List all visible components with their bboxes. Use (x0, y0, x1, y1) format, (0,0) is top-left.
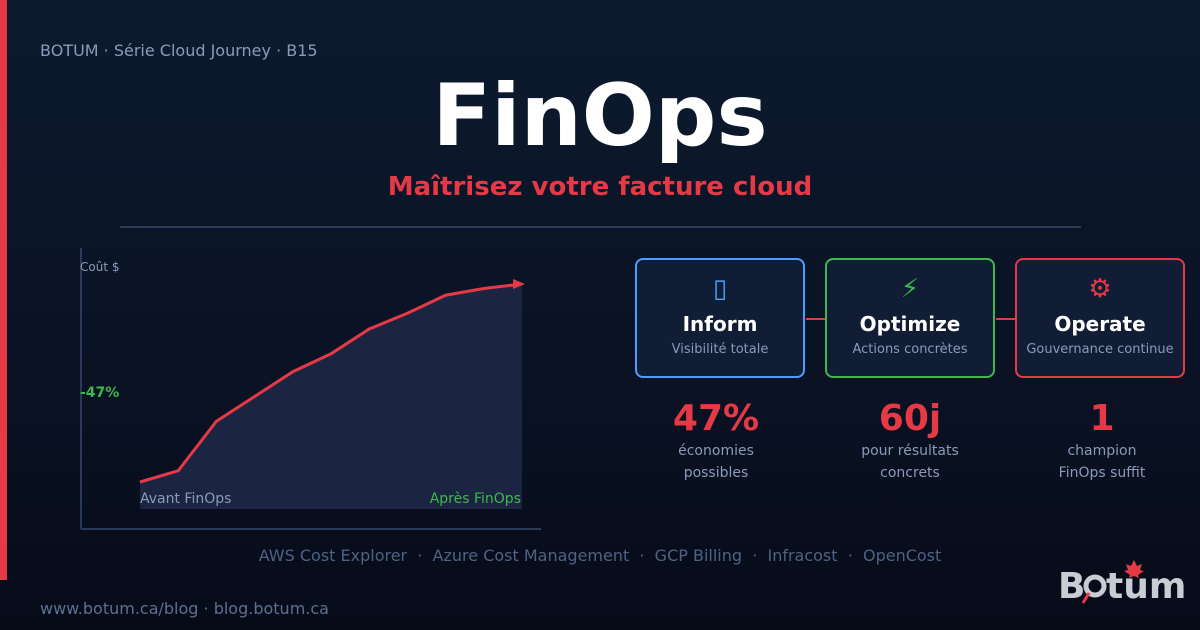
pillar-inform: ▯ Inform Visibilité totale (635, 258, 805, 378)
pillar-operate: ⚙ Operate Gouvernance continue (1015, 258, 1185, 378)
footer-links: www.botum.ca/blog · blog.botum.ca (40, 599, 329, 618)
pillar-desc: Visibilité totale (671, 342, 769, 357)
stat-label: FinOps suffit (1058, 465, 1146, 481)
svg-text:B: B (1058, 566, 1085, 607)
stat-value: 60j (878, 398, 942, 439)
page-title: FinOps (432, 66, 768, 166)
stat-champion: 1 champion FinOps suffit (1007, 398, 1197, 483)
stat-savings: 47% économies possibles (621, 398, 811, 483)
stat-label: possibles (683, 465, 749, 481)
series-label: BOTUM · Série Cloud Journey · B15 (40, 41, 318, 60)
pillar-name: Inform (682, 312, 758, 336)
svg-text:tum: tum (1106, 566, 1186, 607)
botum-logo: B tum (1058, 560, 1186, 607)
maple-leaf-icon (1124, 560, 1144, 578)
tools-list: AWS Cost Explorer · Azure Cost Managemen… (258, 546, 942, 565)
cost-line (139, 282, 523, 484)
stat-label: pour résultats (861, 443, 959, 459)
accent-bar (0, 0, 7, 580)
stat-value: 1 (1089, 398, 1115, 439)
pillar-desc: Actions concrètes (852, 342, 968, 357)
pillar-name: Operate (1054, 312, 1146, 336)
pillar-name: Optimize (859, 312, 961, 336)
savings-annotation: -47% (80, 385, 119, 401)
cost-area (140, 284, 522, 509)
stat-label: concrets (880, 465, 940, 481)
pillar-desc: Gouvernance continue (1026, 342, 1174, 357)
stat-label: champion (1067, 443, 1137, 459)
start-label: Avant FinOps (140, 491, 231, 507)
page-subtitle: Maîtrisez votre facture cloud (387, 172, 813, 202)
stat-label: économies (678, 443, 754, 459)
divider (120, 226, 1081, 228)
connector-arrow (996, 313, 1017, 325)
stat-days: 60j pour résultats concrets (815, 398, 1005, 483)
connector-arrow (806, 313, 827, 325)
lightning-icon: ⚡ (900, 274, 920, 304)
stat-value: 47% (672, 398, 760, 439)
pillar-optimize: ⚡ Optimize Actions concrètes (825, 258, 995, 378)
end-label: Après FinOps (430, 491, 521, 507)
cost-chart: Coût $ -47% Avant FinOps Après FinOps (80, 248, 541, 530)
gear-icon: ⚙ (1088, 274, 1112, 304)
arrow-head-icon (513, 279, 525, 289)
y-axis-label: Coût $ (80, 260, 119, 274)
chart-icon: ▯ (712, 274, 728, 304)
